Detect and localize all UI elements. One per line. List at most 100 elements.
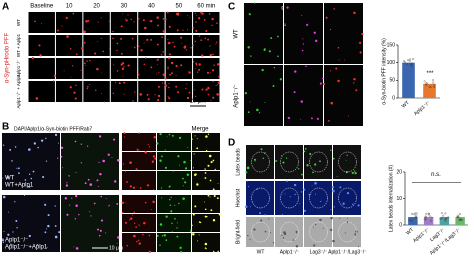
micrograph [157,152,191,170]
signal [300,100,304,103]
signal [40,139,44,142]
micrograph [193,35,220,56]
signal [171,134,174,137]
signal [249,101,251,103]
signal [295,245,299,248]
signal [186,173,190,176]
signal [97,228,100,231]
signal [264,214,266,216]
signal [98,161,100,164]
signal [330,209,332,211]
signal [121,201,123,204]
signal [169,204,172,206]
signal [100,37,102,40]
signal [126,181,128,183]
signal [138,242,141,245]
signal [168,86,170,89]
micrograph [284,65,323,126]
signal [344,232,346,234]
signal [166,11,169,14]
signal [29,148,31,150]
signal [198,68,201,71]
signal [144,57,147,59]
signal [116,203,119,205]
signal [194,89,196,91]
signal [73,91,76,94]
bar [455,217,465,225]
panel-label: C [228,2,235,13]
signal [148,234,151,237]
signal [108,48,111,50]
row-label: Hoechst [235,188,241,207]
signal [204,37,207,40]
signal [69,86,72,89]
column-label: 10 [66,4,73,10]
signal [359,51,362,54]
signal [337,46,340,49]
signal [311,185,313,187]
signal [287,116,291,120]
signal [168,97,171,100]
signal [149,20,151,22]
cell-outline [280,151,299,173]
signal [312,171,314,174]
signal [46,246,48,248]
signal [169,198,171,201]
signal [161,235,164,237]
y-tick-label: 150 [387,42,396,48]
signal [196,15,198,16]
signal [353,82,355,84]
signal [129,219,131,221]
signal [180,250,183,253]
signal [207,38,210,41]
cell-outline [309,151,328,173]
signal [134,46,136,49]
column-label: Baseline [30,4,54,10]
signal [147,143,149,146]
signal [200,221,202,224]
data-point [444,212,447,215]
micrograph [192,133,220,151]
signal [162,51,164,53]
signal [87,145,89,147]
signal [146,35,148,37]
signal [256,108,259,112]
signal [277,35,279,38]
signal [122,212,124,214]
signal [28,185,31,188]
signal [85,64,87,66]
signal [205,88,208,91]
signal [313,227,315,228]
row-label: WT [5,176,15,182]
signal [75,204,78,207]
data-point [428,214,431,217]
signal [45,228,48,230]
signal [217,250,219,253]
signal [66,182,68,184]
signal [6,176,9,179]
signal [133,211,135,213]
signal [325,16,328,19]
signal [345,171,348,174]
column-label: Aplp1⁻/⁻/Lag3⁻/⁻ [328,249,367,255]
signal [295,230,298,233]
micrograph [110,12,138,33]
signal [54,205,56,207]
signal [57,157,59,159]
signal [75,84,77,87]
micrograph [165,12,193,33]
signal [196,240,198,242]
signal [195,62,198,65]
data-point [445,217,448,220]
signal [265,151,267,153]
signal [188,71,191,74]
signal [204,201,206,203]
signal [347,115,349,117]
signal [170,210,173,213]
signal [192,167,194,169]
signal [191,224,193,226]
signal [330,216,333,220]
signal [212,69,215,72]
signal [330,228,333,232]
signal [44,231,47,234]
